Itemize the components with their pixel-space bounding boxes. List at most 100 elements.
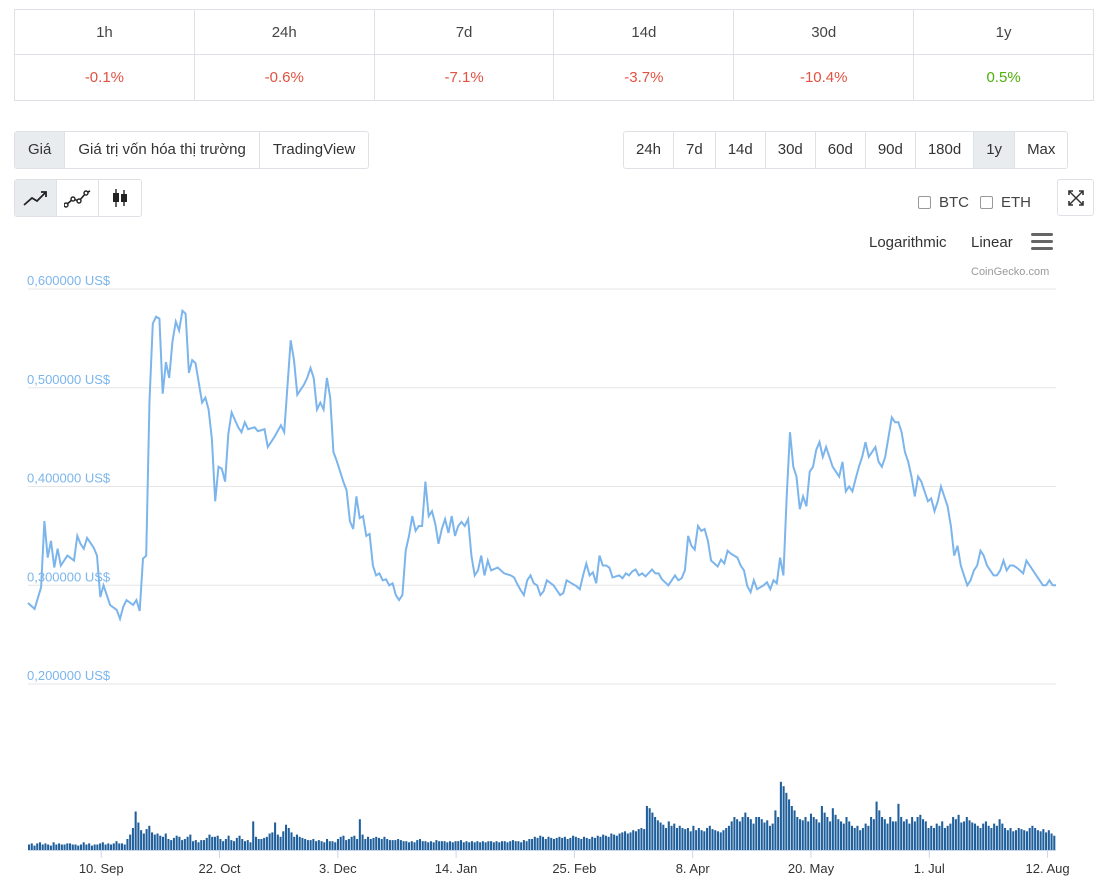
volume-bar <box>949 823 952 850</box>
volume-bar <box>58 843 61 850</box>
point-line-chart-button[interactable] <box>57 180 99 216</box>
range-max[interactable]: Max <box>1027 141 1056 158</box>
volume-bar <box>487 841 490 850</box>
volume-bar <box>1028 828 1031 850</box>
volume-bar <box>33 845 36 850</box>
range-1y[interactable]: 1y <box>974 132 1016 168</box>
volume-bar <box>334 842 337 850</box>
line-chart-button[interactable] <box>15 180 57 216</box>
volume-bar <box>886 823 889 850</box>
range-14d[interactable]: 14d <box>716 132 766 168</box>
volume-bar <box>615 835 618 850</box>
menu-icon[interactable] <box>1031 233 1053 251</box>
volume-bar <box>397 839 400 850</box>
volume-bar <box>1039 831 1042 850</box>
volume-bar <box>602 834 605 850</box>
volume-bar <box>979 828 982 850</box>
volume-bar <box>610 833 613 850</box>
tab-tradingview[interactable]: TradingView <box>272 141 356 158</box>
volume-bar <box>1006 830 1009 850</box>
volume-bar <box>470 841 473 850</box>
volume-bar <box>107 843 110 850</box>
volume-bar <box>260 839 263 850</box>
volume-bar <box>77 845 80 850</box>
volume-bar <box>74 844 77 850</box>
volume-bar <box>462 842 465 850</box>
range-60d[interactable]: 60d <box>816 132 866 168</box>
volume-bar <box>99 843 102 850</box>
compare-btc-checkbox[interactable]: BTC <box>918 194 969 211</box>
volume-bar <box>82 842 85 850</box>
volume-bar <box>104 844 107 850</box>
volume-bar <box>317 840 320 850</box>
volume-bar <box>741 817 744 850</box>
volume-bar <box>506 842 509 850</box>
volume-bar <box>312 839 315 850</box>
volume-bar <box>561 837 564 850</box>
volume-bar <box>295 834 298 850</box>
volume-bar <box>651 812 654 850</box>
range-24h[interactable]: 24h <box>624 132 675 168</box>
volume-bar <box>768 825 771 850</box>
volume-bar <box>41 844 44 850</box>
volume-bar <box>36 843 39 850</box>
volume-bar <box>790 806 793 850</box>
volume-bar <box>861 828 864 850</box>
volume-bar <box>593 837 596 850</box>
volume-bar <box>1004 828 1007 850</box>
compare-eth-checkbox[interactable]: ETH <box>980 194 1031 211</box>
tab-market-cap[interactable]: Giá trị vốn hóa thị trường <box>65 132 260 168</box>
volume-bar <box>153 834 156 850</box>
logarithmic-scale-button[interactable]: Logarithmic <box>869 234 947 251</box>
range-90d[interactable]: 90d <box>866 132 916 168</box>
candlestick-button[interactable] <box>99 180 141 216</box>
tab-price[interactable]: Giá <box>15 132 66 168</box>
volume-bar <box>763 822 766 850</box>
volume-bar <box>875 801 878 850</box>
volume-bar <box>922 819 925 850</box>
chart-credits[interactable]: CoinGecko.com <box>971 266 1050 278</box>
volume-bar <box>375 836 378 850</box>
volume-bar <box>120 843 124 850</box>
volume-bar <box>799 819 802 850</box>
volume-bar <box>916 817 919 850</box>
volume-bar <box>607 836 610 850</box>
volume-bar <box>604 835 607 850</box>
volume-bar <box>673 823 676 850</box>
volume-bar <box>924 821 927 850</box>
volume-bar <box>667 821 670 850</box>
volume-bar <box>656 820 659 850</box>
x-tick-label: 22. Oct <box>199 861 241 876</box>
fullscreen-button[interactable] <box>1057 179 1094 216</box>
volume-bar <box>963 821 966 850</box>
volume-bar <box>1034 828 1037 850</box>
volume-bar <box>807 821 810 850</box>
volume-bar <box>399 840 402 850</box>
volume-bar <box>637 829 640 850</box>
volume-bar <box>569 837 572 850</box>
volume-bar <box>449 841 452 850</box>
volume-bar <box>101 842 104 850</box>
linear-scale-button[interactable]: Linear <box>971 234 1013 251</box>
range-7d[interactable]: 7d <box>674 132 716 168</box>
volume-bar <box>361 834 364 850</box>
volume-bar <box>145 829 148 850</box>
volume-bar <box>968 820 971 850</box>
volume-bar <box>309 840 312 850</box>
volume-bar <box>79 844 82 850</box>
volume-bar <box>495 841 498 850</box>
volume-bar <box>131 828 134 850</box>
volume-bar <box>864 823 867 850</box>
volume-bar <box>908 823 911 850</box>
volume-bar <box>900 817 903 850</box>
volume-bar <box>883 819 886 850</box>
range-30d[interactable]: 30d <box>766 132 816 168</box>
volume-bar <box>577 837 580 850</box>
volume-bar <box>629 832 632 850</box>
volume-bar <box>47 844 50 850</box>
volume-bar <box>812 817 815 850</box>
volume-bar <box>563 836 566 850</box>
volume-bar <box>126 839 129 850</box>
range-180d[interactable]: 180d <box>916 132 975 168</box>
volume-bar <box>1012 831 1015 850</box>
